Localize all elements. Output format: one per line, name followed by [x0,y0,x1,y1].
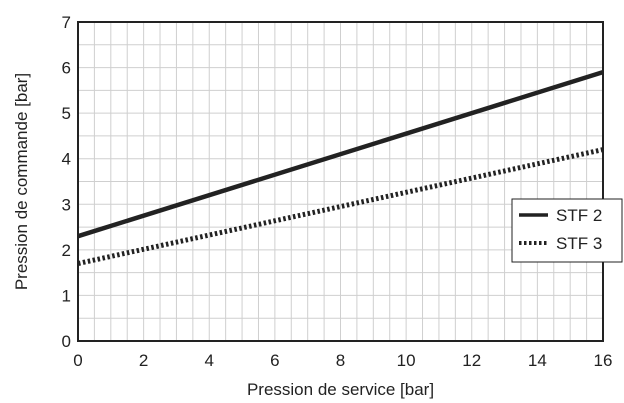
legend-box [511,198,623,263]
x-tick-label: 10 [397,351,416,370]
x-axis-label: Pression de service [bar] [247,380,434,399]
x-tick-label: 12 [462,351,481,370]
x-tick-label: 14 [528,351,547,370]
series-layer [77,69,604,266]
y-tick-label: 5 [62,104,71,123]
y-tick-label: 2 [62,241,71,260]
y-tick-label: 0 [62,332,71,351]
x-tick-label: 16 [594,351,613,370]
y-tick-label: 6 [62,59,71,78]
x-tick-labels: 0 2 4 6 8 10 12 14 16 [73,351,612,370]
y-tick-label: 1 [62,286,71,305]
y-tick-label: 7 [62,13,71,32]
x-tick-label: 8 [336,351,345,370]
plot-frame [77,21,604,342]
x-tick-label: 4 [205,351,214,370]
y-axis-label: Pression de commande [bar] [12,73,31,290]
grid [78,22,603,341]
series-line-stf2 [77,69,604,239]
legend-label-stf2: STF 2 [556,206,602,225]
x-tick-label: 2 [139,351,148,370]
y-tick-label: 4 [62,150,71,169]
y-tick-label: 3 [62,195,71,214]
x-tick-label: 6 [270,351,279,370]
legend-label-stf3: STF 3 [556,234,602,253]
y-tick-labels: 0 1 2 3 4 5 6 7 [62,13,71,351]
legend: STF 2 STF 3 [511,198,623,263]
x-tick-label: 0 [73,351,82,370]
